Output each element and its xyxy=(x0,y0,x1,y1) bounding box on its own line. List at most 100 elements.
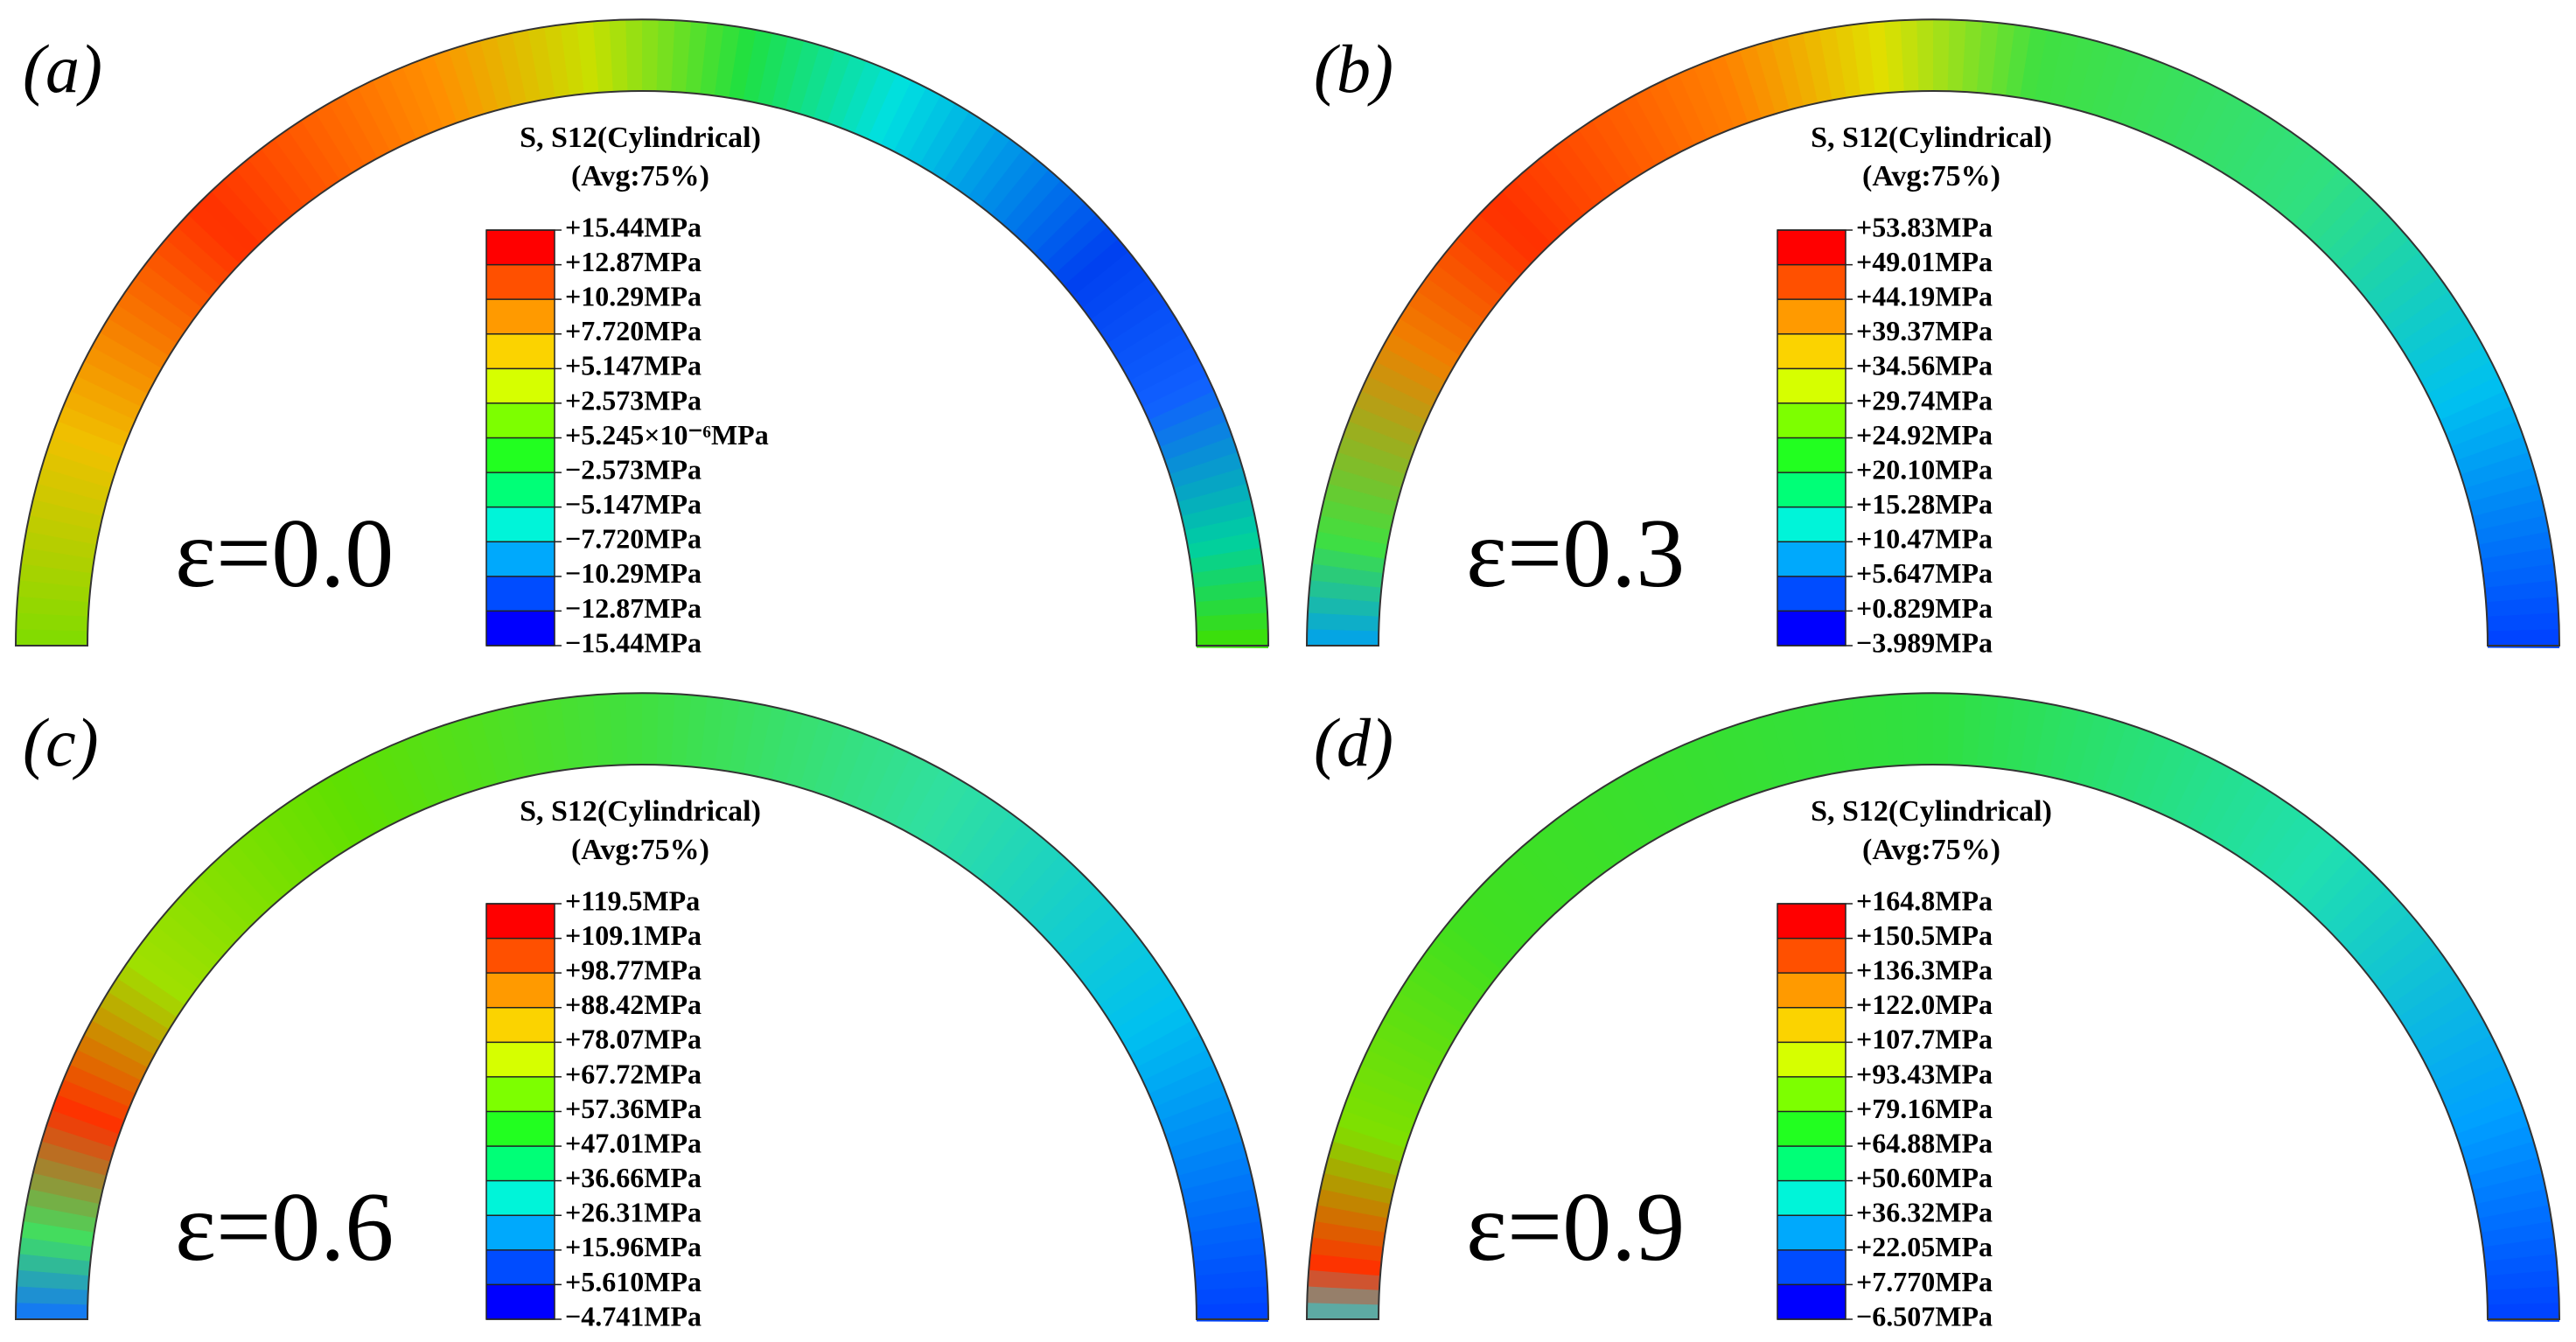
contour-segment xyxy=(2171,753,2220,827)
legend-band xyxy=(486,1180,555,1216)
legend-label: +50.60MPa xyxy=(1856,1162,1993,1193)
contour-segment xyxy=(1916,692,1936,765)
contour-segment xyxy=(1360,374,1434,421)
contour-segment xyxy=(26,513,101,545)
contour-segment xyxy=(1148,390,1222,436)
contour-segment xyxy=(2381,277,2451,333)
contour-segment xyxy=(2472,1172,2546,1206)
legend-label: +164.8MPa xyxy=(1856,884,1993,916)
contour-segment xyxy=(387,739,432,813)
contour-segment xyxy=(2314,864,2378,929)
contour-segment xyxy=(1456,898,1523,960)
legend-label: +36.66MPa xyxy=(565,1162,702,1193)
legend-band xyxy=(486,1284,555,1320)
contour-segment xyxy=(76,359,150,408)
contour-segment xyxy=(2077,714,2114,788)
legend-band xyxy=(1777,1146,1846,1182)
contour-segment xyxy=(625,18,645,92)
contour-segment xyxy=(1034,202,1099,266)
contour-segment xyxy=(1323,480,1399,516)
contour-segment xyxy=(402,59,446,134)
legend-band xyxy=(1777,904,1846,940)
legend-label: +122.0MPa xyxy=(1856,989,1993,1020)
legend-label: −12.87MPa xyxy=(565,592,702,624)
contour-segment xyxy=(980,149,1038,216)
legend-label: +109.1MPa xyxy=(565,919,702,951)
contour-segment xyxy=(329,94,380,165)
contour-segment xyxy=(21,545,95,574)
contour-segment xyxy=(1348,1077,1422,1121)
contour-segment xyxy=(2433,375,2507,423)
contour-segment xyxy=(642,692,661,765)
contour-segment xyxy=(2381,951,2451,1007)
contour-segment xyxy=(813,723,854,798)
contour-segment xyxy=(1991,22,2018,96)
contour-segment xyxy=(1502,852,1564,918)
contour-segment xyxy=(15,626,88,646)
contour-segment xyxy=(729,26,759,101)
contour-segment xyxy=(2325,876,2390,940)
contour-segment xyxy=(2420,1020,2493,1070)
contour-segment xyxy=(2455,437,2530,477)
contour-segment xyxy=(854,740,899,814)
contour-segment xyxy=(2034,30,2066,104)
contour-segment xyxy=(1142,375,1216,423)
contour-segment xyxy=(372,745,419,819)
legend-band xyxy=(486,1111,555,1147)
contour-segment xyxy=(2235,793,2290,863)
contour-segment xyxy=(1177,483,1252,519)
contour-segment xyxy=(274,801,330,871)
contour-segment xyxy=(357,752,406,826)
legend-band xyxy=(486,368,555,404)
contour-segment xyxy=(1148,1064,1222,1109)
contour-segment xyxy=(495,706,529,780)
contour-segment xyxy=(1648,752,1697,826)
contour-segment xyxy=(2258,138,2317,207)
contour-segment xyxy=(1375,344,1447,395)
contour-segment xyxy=(2145,740,2190,814)
contour-segment xyxy=(1122,332,1194,383)
contour-segment xyxy=(2413,332,2485,383)
contour-segment xyxy=(1539,147,1598,215)
contour-segment xyxy=(57,403,131,447)
contour-segment xyxy=(1755,39,1792,115)
contour-segment xyxy=(2413,1006,2485,1057)
contour-segment xyxy=(2487,1303,2560,1322)
contour-segment xyxy=(1044,214,1109,276)
contour-segment xyxy=(2293,169,2355,235)
legend-band xyxy=(1777,230,1846,266)
contour-segment xyxy=(1552,811,1609,879)
contour-segment xyxy=(1064,239,1131,298)
contour-segment xyxy=(527,700,558,774)
legend-label: +29.74MPa xyxy=(1856,384,1993,416)
contour-segment xyxy=(642,18,661,92)
contour-segment xyxy=(1129,346,1202,396)
contour-segment xyxy=(827,55,869,129)
contour-segment xyxy=(743,30,775,104)
contour-segment xyxy=(235,830,295,898)
legend-label: +64.88MPa xyxy=(1856,1127,1993,1158)
contour-segment xyxy=(1770,36,1806,110)
legend-band xyxy=(1777,1249,1846,1285)
contour-segment xyxy=(813,50,854,124)
contour-segment xyxy=(967,812,1026,881)
contour-segment xyxy=(2440,1064,2513,1109)
contour-segment xyxy=(1478,200,1543,264)
contour-segment xyxy=(854,66,899,140)
contour-segment xyxy=(165,898,232,960)
legend-label: +93.43MPa xyxy=(1856,1058,1993,1089)
contour-segment xyxy=(2445,1080,2519,1123)
contour-segment xyxy=(512,702,543,777)
contour-segment xyxy=(893,87,944,159)
contour-segment xyxy=(199,863,262,927)
contour-segment xyxy=(37,1138,111,1176)
contour-segment xyxy=(1072,925,1141,984)
contour-segment xyxy=(1082,264,1150,322)
contour-segment xyxy=(2390,964,2460,1019)
contour-segment xyxy=(1456,224,1523,286)
contour-segment xyxy=(1933,692,1952,765)
contour-segment xyxy=(2314,191,2378,255)
contour-segment xyxy=(1502,178,1564,244)
contour-segment xyxy=(841,734,884,808)
contour-segment xyxy=(1724,723,1764,797)
